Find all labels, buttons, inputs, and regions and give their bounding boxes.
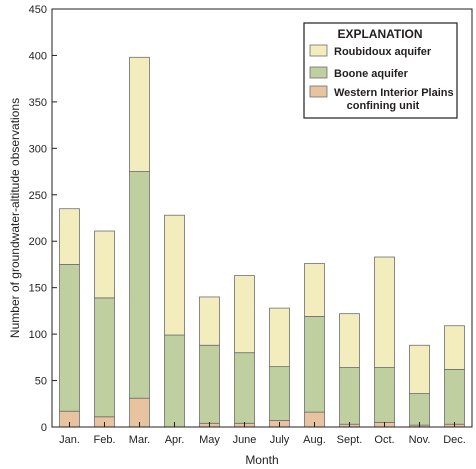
x-axis-title: Month (245, 453, 278, 467)
x-tick-label: Dec. (443, 434, 466, 446)
bar-segment-mar-series-2 (129, 56, 150, 172)
x-tick-label: Jan. (59, 434, 80, 446)
x-tick-label: Nov. (409, 434, 431, 446)
legend-swatch (309, 85, 328, 98)
bar-segment-aug-series-1 (304, 316, 325, 413)
y-tick-label: 400 (29, 50, 47, 62)
bar-segment-nov-series-1 (409, 393, 430, 426)
plot-frame (51, 8, 473, 428)
x-tick-label: Feb. (93, 434, 115, 446)
y-tick-label: 350 (29, 97, 47, 109)
bar-segment-may-series-2 (199, 296, 220, 346)
bar-segment-sept-series-1 (339, 367, 360, 425)
x-tick-label: Apr. (165, 434, 185, 446)
x-tick-label: June (233, 434, 257, 446)
bar-segment-dec-series-1 (444, 369, 465, 425)
x-tick-label: Sept. (337, 434, 363, 446)
bar-segment-oct-series-2 (374, 256, 395, 368)
x-axis: Jan. Feb. Mar. Apr. May June July Aug. Sept. Oct.… (59, 422, 466, 446)
legend-label: Boone aquifer (334, 68, 409, 80)
y-tick-label: 100 (29, 329, 47, 341)
bar-segment-oct-series-1 (374, 367, 395, 423)
x-tick-label: July (270, 434, 290, 446)
bar-segment-mar-series-1 (129, 171, 150, 399)
y-axis: 0 50 100 150 200 250 300 350 400 450 (29, 4, 57, 434)
bar-segment-jan-series-2 (59, 208, 80, 265)
bar-segment-nov-series-2 (409, 344, 430, 394)
y-tick-label: 150 (29, 283, 47, 295)
y-tick-label: 200 (29, 236, 47, 248)
legend-label: Western Interior Plains (334, 87, 454, 99)
legend-label: Roubidoux aquifer (334, 46, 432, 58)
x-tick-label: Oct. (374, 434, 394, 446)
bar-segment-sept-series-2 (339, 313, 360, 368)
legend-swatch (309, 44, 328, 57)
legend-items: Roubidoux aquifer Boone aquifer Western In… (309, 44, 454, 112)
legend-title: EXPLANATION (337, 27, 422, 41)
x-tick-label: Aug. (303, 434, 326, 446)
bar-segment-apr-series-1 (164, 334, 185, 428)
bar-segment-feb-series-2 (94, 230, 115, 299)
bar-segment-july-series-2 (269, 307, 290, 368)
y-tick-label: 50 (35, 376, 47, 388)
y-tick-label: 0 (41, 422, 47, 434)
bar-segment-may-series-1 (199, 344, 220, 424)
y-axis-title: Number of groundwater-altitude observati… (8, 98, 22, 338)
bar-segment-aug-series-2 (304, 263, 325, 317)
bar-segment-feb-series-1 (94, 297, 115, 418)
x-tick-label: May (199, 434, 220, 446)
bar-segment-june-series-1 (234, 352, 255, 424)
legend-label: confining unit (347, 100, 420, 112)
y-tick-label: 300 (29, 143, 47, 155)
bar-segment-dec-series-2 (444, 325, 465, 370)
x-tick-label: Mar. (129, 434, 150, 446)
legend: EXPLANATION Roubidoux aquifer Boone aquif… (303, 22, 458, 119)
bar-segment-apr-series-2 (164, 214, 185, 336)
bar-segment-july-series-1 (269, 366, 290, 421)
bars-layer (59, 56, 465, 428)
bar-segment-jan-series-1 (59, 264, 80, 412)
y-tick-label: 450 (29, 4, 47, 16)
legend-swatch (309, 66, 328, 79)
legend-box (303, 22, 458, 119)
y-tick-label: 250 (29, 190, 47, 202)
bar-segment-june-series-2 (234, 275, 255, 354)
